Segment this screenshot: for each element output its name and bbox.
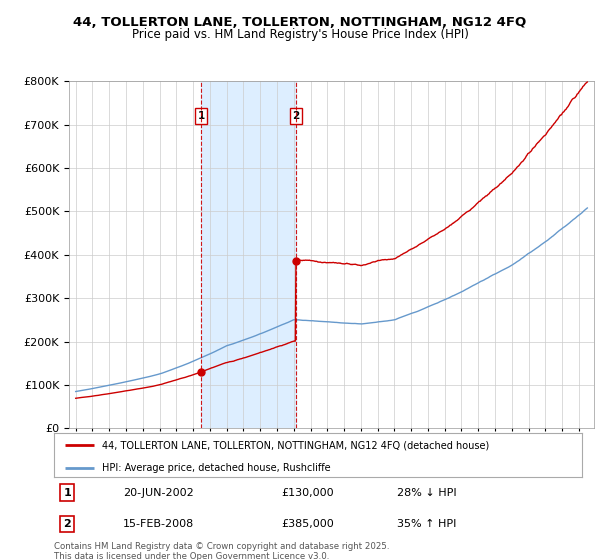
Text: 1: 1 <box>64 488 71 498</box>
Text: £385,000: £385,000 <box>281 519 334 529</box>
Text: 44, TOLLERTON LANE, TOLLERTON, NOTTINGHAM, NG12 4FQ (detached house): 44, TOLLERTON LANE, TOLLERTON, NOTTINGHA… <box>101 440 489 450</box>
Text: 20-JUN-2002: 20-JUN-2002 <box>122 488 193 498</box>
Text: 2: 2 <box>292 111 299 121</box>
Text: HPI: Average price, detached house, Rushcliffe: HPI: Average price, detached house, Rush… <box>101 463 330 473</box>
Text: 1: 1 <box>197 111 205 121</box>
Text: Price paid vs. HM Land Registry's House Price Index (HPI): Price paid vs. HM Land Registry's House … <box>131 28 469 41</box>
Text: 35% ↑ HPI: 35% ↑ HPI <box>397 519 457 529</box>
Text: 44, TOLLERTON LANE, TOLLERTON, NOTTINGHAM, NG12 4FQ: 44, TOLLERTON LANE, TOLLERTON, NOTTINGHA… <box>73 16 527 29</box>
Text: 15-FEB-2008: 15-FEB-2008 <box>122 519 194 529</box>
Text: 2: 2 <box>64 519 71 529</box>
Text: £130,000: £130,000 <box>281 488 334 498</box>
Text: Contains HM Land Registry data © Crown copyright and database right 2025.
This d: Contains HM Land Registry data © Crown c… <box>54 542 389 560</box>
Text: 28% ↓ HPI: 28% ↓ HPI <box>397 488 457 498</box>
Bar <box>201 81 296 428</box>
